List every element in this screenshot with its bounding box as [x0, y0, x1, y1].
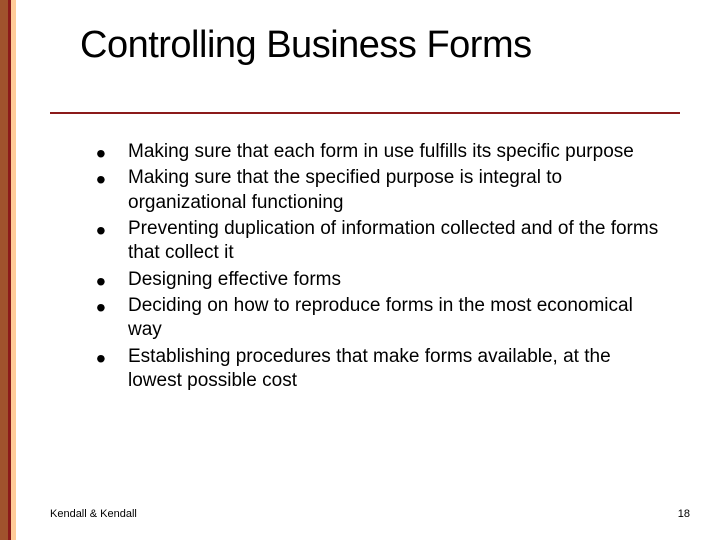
side-accent	[0, 0, 16, 540]
accent-bar-1	[0, 0, 8, 540]
bullet-list: Making sure that each form in use fulfil…	[96, 140, 666, 395]
footer-page-number: 18	[678, 508, 690, 520]
list-item: Establishing procedures that make forms …	[96, 345, 666, 394]
accent-bar-3	[11, 0, 16, 540]
slide-title: Controlling Business Forms	[80, 24, 532, 67]
list-item: Deciding on how to reproduce forms in th…	[96, 294, 666, 343]
list-item: Designing effective forms	[96, 268, 666, 292]
horizontal-rule	[50, 112, 680, 114]
list-item: Preventing duplication of information co…	[96, 217, 666, 266]
footer-author: Kendall & Kendall	[50, 508, 137, 520]
list-item: Making sure that each form in use fulfil…	[96, 140, 666, 164]
list-item: Making sure that the specified purpose i…	[96, 166, 666, 215]
